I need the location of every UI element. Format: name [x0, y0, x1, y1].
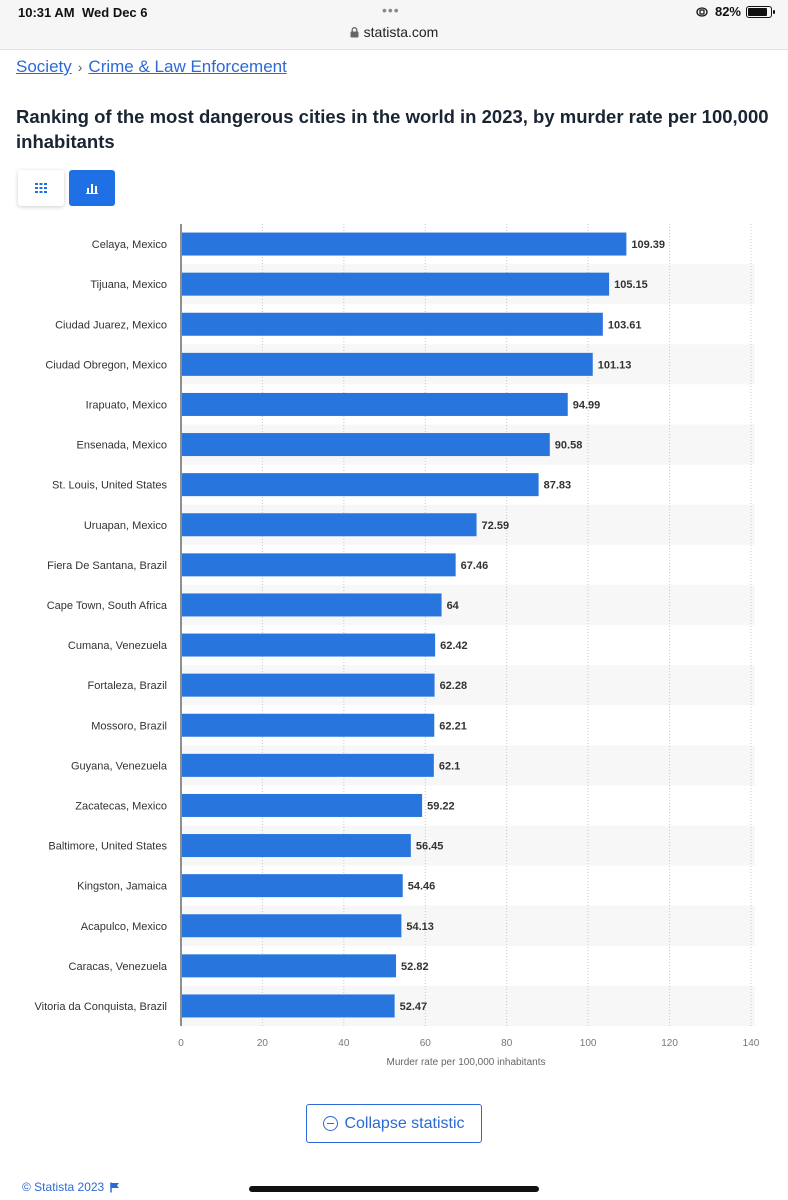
page-title: Ranking of the most dangerous cities in … [16, 106, 769, 152]
value-label: 62.28 [440, 680, 468, 692]
bar [182, 673, 435, 697]
table-icon [35, 183, 47, 193]
value-label: 67.46 [461, 560, 489, 572]
url-text: statista.com [363, 24, 439, 40]
battery-icon [746, 5, 775, 18]
value-label: 87.83 [544, 480, 572, 492]
collapse-label: Collapse statistic [344, 1114, 465, 1132]
footer: © Statista 2023 [22, 1180, 120, 1194]
flag-icon[interactable] [110, 1182, 120, 1193]
category-label: Vitoria da Conquista, Brazil [35, 1001, 167, 1013]
breadcrumb-separator: › [77, 59, 83, 75]
lock-icon [350, 27, 359, 38]
category-label: Cape Town, South Africa [47, 600, 168, 612]
bar [182, 352, 593, 376]
category-label: Uruapan, Mexico [84, 520, 167, 532]
more-dots-icon[interactable]: ••• [382, 2, 400, 18]
bar [182, 793, 423, 817]
home-indicator [249, 1186, 539, 1192]
category-label: Caracas, Venezuela [69, 961, 168, 973]
bar [182, 994, 395, 1018]
category-label: Ciudad Juarez, Mexico [55, 319, 167, 331]
minus-circle-icon [323, 1116, 339, 1131]
category-label: Fiera De Santana, Brazil [47, 560, 167, 572]
bar [182, 874, 403, 898]
collapse-statistic-button[interactable]: Collapse statistic [306, 1104, 482, 1143]
status-bar: 10:31 AM Wed Dec 6 ••• statista.com 82% [0, 0, 788, 50]
bar [182, 232, 627, 256]
category-label: Ciudad Obregon, Mexico [45, 359, 167, 371]
status-date: Wed Dec 6 [82, 5, 148, 20]
x-tick-label: 120 [661, 1038, 678, 1049]
bar [182, 834, 411, 858]
x-tick-label: 20 [257, 1038, 269, 1049]
value-label: 59.22 [427, 800, 455, 812]
value-label: 90.58 [555, 440, 583, 452]
bar [182, 954, 397, 978]
table-view-button[interactable] [18, 170, 64, 206]
breadcrumb-crime-law-enforcement[interactable]: Crime & Law Enforcement [88, 57, 287, 76]
x-tick-label: 0 [178, 1038, 184, 1049]
x-tick-label: 80 [501, 1038, 513, 1049]
x-tick-label: 40 [338, 1038, 350, 1049]
x-tick-label: 100 [580, 1038, 597, 1049]
value-label: 52.47 [400, 1001, 428, 1013]
x-tick-label: 60 [420, 1038, 432, 1049]
status-time: 10:31 AM [18, 5, 75, 20]
bar [182, 272, 610, 296]
bar [182, 753, 434, 777]
value-label: 62.21 [439, 720, 467, 732]
category-label: Baltimore, United States [48, 841, 167, 853]
x-axis-title: Murder rate per 100,000 inhabitants [387, 1057, 546, 1068]
value-label: 64 [447, 600, 460, 612]
breadcrumb: Society › Crime & Law Enforcement [16, 57, 287, 77]
category-label: St. Louis, United States [52, 480, 167, 492]
url-bar[interactable]: statista.com [0, 24, 788, 40]
category-label: Celaya, Mexico [92, 239, 167, 251]
category-label: Guyana, Venezuela [71, 760, 168, 772]
bar [182, 473, 539, 497]
category-label: Zacatecas, Mexico [75, 800, 167, 812]
value-label: 52.82 [401, 961, 429, 973]
value-label: 109.39 [631, 239, 665, 251]
value-label: 54.46 [408, 881, 436, 893]
category-label: Cumana, Venezuela [68, 640, 168, 652]
value-label: 62.1 [439, 760, 460, 772]
category-label: Irapuato, Mexico [86, 399, 167, 411]
category-label: Ensenada, Mexico [77, 440, 168, 452]
value-label: 103.61 [608, 319, 642, 331]
value-label: 54.13 [406, 921, 434, 933]
bar [182, 914, 402, 938]
bar-chart-icon [86, 183, 98, 194]
value-label: 101.13 [598, 359, 632, 371]
category-label: Mossoro, Brazil [91, 720, 167, 732]
value-label: 72.59 [482, 520, 510, 532]
bar [182, 713, 435, 737]
category-label: Kingston, Jamaica [77, 881, 168, 893]
value-label: 105.15 [614, 279, 648, 291]
x-tick-label: 140 [743, 1038, 760, 1049]
bar-chart: 0 20 40 60 80 100 120 140 Celaya, Mexico 109.39 Ti… [35, 224, 760, 1068]
breadcrumb-society[interactable]: Society [16, 57, 72, 76]
bar [182, 312, 603, 336]
category-label: Acapulco, Mexico [81, 921, 167, 933]
value-label: 56.45 [416, 841, 444, 853]
category-label: Fortaleza, Brazil [88, 680, 167, 692]
copyright-link[interactable]: © Statista 2023 [22, 1180, 105, 1194]
bar [182, 392, 568, 416]
category-label: Tijuana, Mexico [90, 279, 167, 291]
view-toggle [18, 170, 115, 206]
bar [182, 433, 550, 457]
orientation-lock-icon [696, 6, 708, 17]
bar [182, 513, 477, 537]
chart-view-button[interactable] [69, 170, 115, 206]
bar [182, 633, 436, 657]
status-indicators: 82% [694, 4, 775, 19]
battery-percent: 82% [714, 4, 741, 19]
value-label: 62.42 [440, 640, 468, 652]
bar [182, 553, 456, 577]
value-label: 94.99 [573, 399, 601, 411]
bar [182, 593, 442, 617]
